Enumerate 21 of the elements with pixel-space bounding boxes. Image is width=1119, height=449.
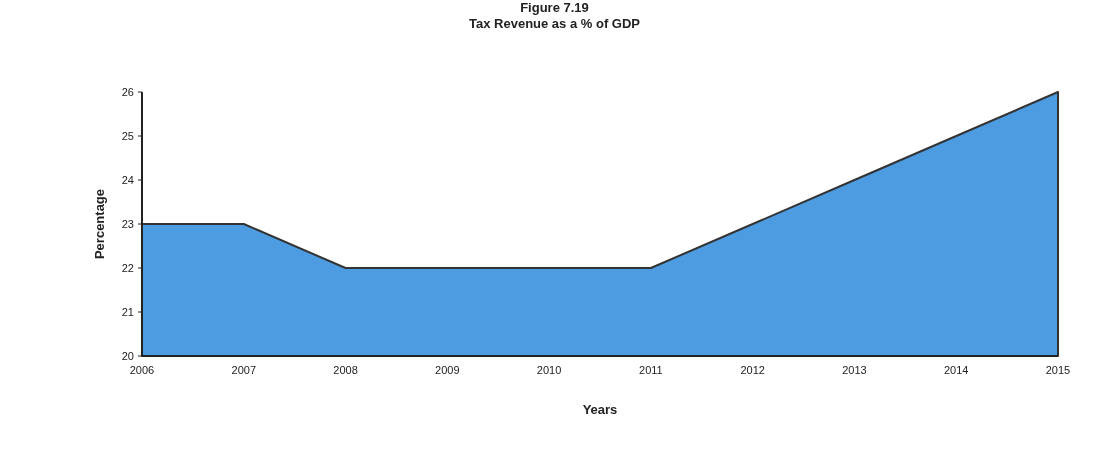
x-tick-label: 2013 — [842, 364, 867, 376]
x-tick-label: 2007 — [231, 364, 257, 376]
x-tick-label: 2009 — [435, 364, 460, 376]
x-tick-label: 2008 — [333, 364, 358, 376]
x-tick-label: 2006 — [129, 364, 155, 376]
x-tick-label: 2012 — [740, 364, 765, 376]
y-tick-label: 20 — [121, 349, 134, 362]
y-tick-label: 23 — [121, 217, 134, 230]
y-tick-label: 22 — [121, 261, 134, 274]
y-tick-label: 21 — [121, 305, 134, 318]
x-tick-label: 2011 — [639, 364, 663, 376]
y-tick-label: 24 — [121, 173, 134, 186]
chart-title: Figure 7.19 — [520, 0, 589, 15]
x-axis-title: Years — [582, 402, 618, 417]
x-tick-label: 2014 — [943, 364, 969, 376]
chart-subtitle: Tax Revenue as a % of GDP — [469, 16, 641, 31]
x-tick-label: 2015 — [1045, 364, 1071, 376]
x-tick-label: 2010 — [536, 364, 562, 376]
y-tick-label: 26 — [121, 85, 134, 98]
y-axis-title: Percentage — [92, 188, 107, 260]
y-tick-label: 25 — [121, 129, 134, 142]
